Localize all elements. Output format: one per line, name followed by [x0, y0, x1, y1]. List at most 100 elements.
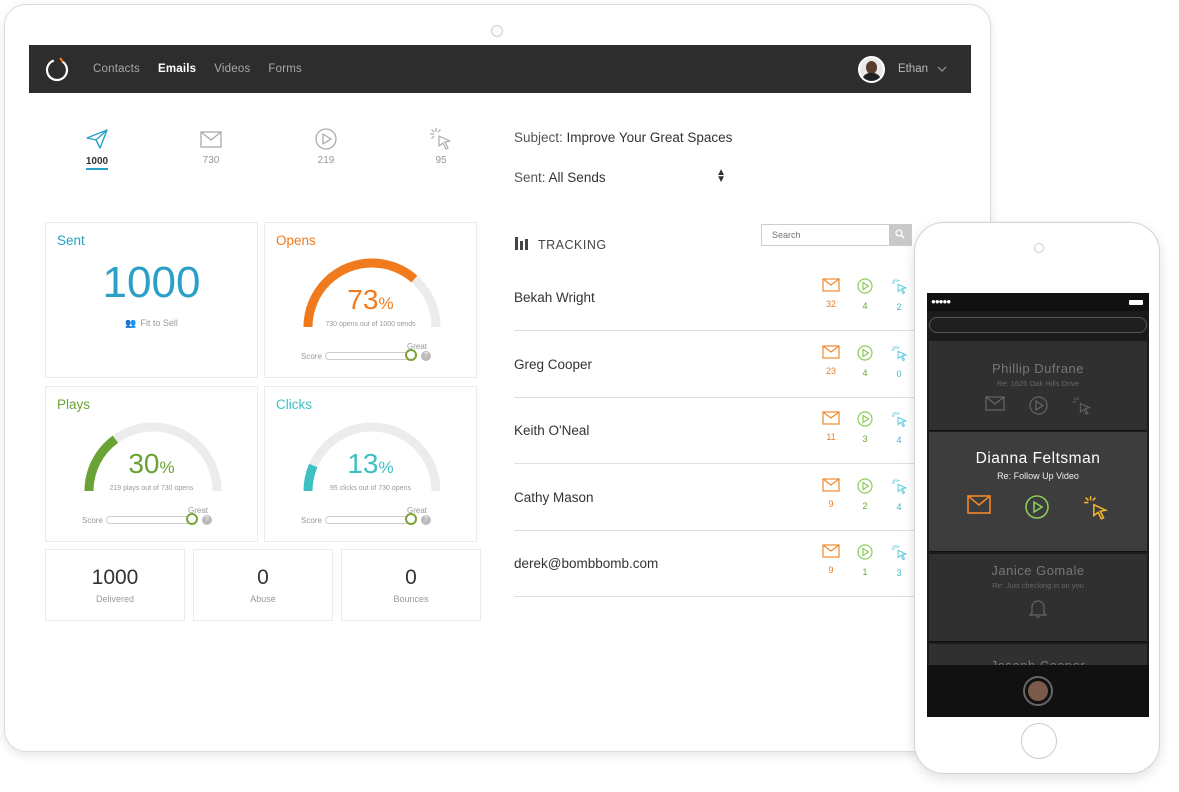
clicks-percent: 13% — [347, 448, 394, 479]
sent-label: Sent: — [514, 170, 546, 185]
bounces-card: 0 Bounces — [341, 549, 481, 621]
envelope-icon — [984, 396, 1005, 421]
tracking-clicks[interactable]: 4 — [888, 478, 910, 512]
help-icon[interactable]: ? — [420, 515, 431, 525]
phone-search-input[interactable] — [929, 317, 1147, 333]
tracking-row[interactable]: derek@bombbomb.com 9 1 3 — [514, 531, 916, 597]
user-menu[interactable]: Ethan — [857, 55, 947, 83]
tracking-emails[interactable]: 9 — [820, 544, 842, 575]
tracking-emails[interactable]: 11 — [820, 411, 842, 442]
plays-great: Great — [188, 506, 209, 515]
stat-tab-opens[interactable]: 730 — [181, 127, 241, 166]
tracking-plays[interactable]: 2 — [854, 477, 876, 511]
help-icon[interactable]: ? — [201, 515, 212, 525]
tracking-contact-name[interactable]: derek@bombbomb.com — [514, 556, 659, 571]
stat-tab-sent[interactable]: 1000 — [67, 127, 127, 170]
nav-emails[interactable]: Emails — [157, 63, 197, 75]
avatar[interactable] — [857, 55, 885, 83]
sent-card-value: 1000 — [102, 258, 201, 307]
abuse-label: Abuse — [250, 594, 276, 604]
abuse-card: 0 Abuse — [193, 549, 333, 621]
tracking-clicks[interactable]: 4 — [888, 411, 910, 445]
nav-contacts[interactable]: Contacts — [93, 63, 140, 75]
tracking-emails[interactable]: 32 — [820, 278, 842, 309]
chevron-down-icon[interactable] — [937, 64, 947, 74]
tracking-row[interactable]: Greg Cooper 23 4 0 — [514, 332, 916, 398]
bounces-label: Bounces — [393, 594, 429, 604]
tracking-contact-name[interactable]: Keith O'Neal — [514, 423, 590, 438]
play-icon[interactable] — [1025, 495, 1049, 526]
subject-value: Improve Your Great Spaces — [566, 130, 733, 145]
phone-item-subject: Re: Just checking in on you — [992, 581, 1084, 590]
send-icon — [67, 127, 127, 151]
delivered-value: 1000 — [91, 566, 139, 589]
play-count: 4 — [862, 367, 868, 378]
play-icon — [857, 411, 873, 431]
tablet-camera — [491, 25, 503, 37]
tracking-contact-name[interactable]: Cathy Mason — [514, 489, 594, 505]
click-icon — [891, 478, 908, 499]
help-icon[interactable]: ? — [420, 351, 431, 361]
top-navbar: Contacts Emails Videos Forms Ethan — [29, 45, 971, 93]
play-count: 2 — [862, 500, 868, 511]
envelope-icon[interactable] — [967, 495, 991, 526]
envelope-icon — [822, 477, 840, 496]
opens-card-title: Opens — [276, 233, 316, 248]
tracking-clicks[interactable]: 2 — [888, 278, 910, 312]
opens-gauge — [303, 258, 441, 328]
tracking-row[interactable]: Cathy Mason 9 2 4 — [514, 465, 916, 531]
stat-sent-value: 1000 — [85, 156, 109, 170]
click-icon[interactable] — [1083, 495, 1109, 526]
tracking-title: TRACKING — [538, 238, 607, 252]
clicks-sub: 95 clicks out of 730 opens — [330, 485, 411, 492]
envelope-icon — [822, 278, 840, 296]
tracking-plays[interactable]: 3 — [854, 411, 876, 444]
search-icon — [895, 226, 905, 244]
phone-item-icons — [929, 495, 1147, 526]
tracking-contact-name[interactable]: Bekah Wright — [514, 290, 595, 305]
click-icon — [1072, 396, 1092, 421]
tracking-contact-name[interactable]: Greg Cooper — [514, 356, 593, 372]
record-button[interactable] — [1023, 676, 1053, 706]
clicks-card: Clicks 13% 95 clicks out of 730 opens Gr… — [264, 386, 477, 542]
sent-value[interactable]: All Sends — [548, 170, 606, 185]
tracking-clicks[interactable]: 0 — [888, 345, 910, 379]
phone-list-item[interactable]: Janice Gomale Re: Just checking in on yo… — [929, 554, 1147, 642]
app-logo[interactable] — [43, 55, 71, 83]
tracking-row[interactable]: Bekah Wright 32 4 2 — [514, 265, 916, 331]
phone-home-button[interactable] — [1021, 723, 1057, 759]
phone-list-item[interactable]: Phillip Dufrane Re: 1626 Oak Hills Drive — [929, 341, 1147, 431]
tracking-plays[interactable]: 4 — [854, 278, 876, 311]
envelope-icon — [822, 411, 840, 429]
phone-status-bar: ●●●●● — [927, 293, 1149, 311]
tracking-clicks[interactable]: 3 — [888, 544, 910, 578]
phone-item-icons — [929, 598, 1147, 623]
tracking-emails[interactable]: 23 — [820, 344, 842, 376]
tracking-emails[interactable]: 9 — [820, 477, 842, 509]
tracking-plays[interactable]: 4 — [854, 344, 876, 378]
opens-card: Opens 73% 730 opens out of 1000 sends Gr… — [264, 222, 477, 378]
select-arrows-icon[interactable]: ▲ ▼ — [716, 167, 726, 185]
sent-filter-select[interactable]: Sent: All Sends ▲ ▼ — [514, 167, 726, 186]
abuse-value: 0 — [257, 566, 269, 589]
stat-tab-plays[interactable]: 219 — [296, 127, 356, 166]
plays-score: Score ? — [82, 513, 212, 525]
stat-tab-clicks[interactable]: 95 — [411, 127, 471, 166]
search-input[interactable] — [762, 225, 888, 245]
phone-item-icons — [929, 396, 1147, 421]
play-count: 4 — [862, 301, 868, 311]
search-button[interactable] — [889, 225, 911, 245]
play-count: 3 — [862, 434, 868, 444]
nav-videos[interactable]: Videos — [214, 63, 251, 75]
email-count: 11 — [826, 432, 836, 442]
email-count: 9 — [828, 498, 834, 509]
user-name[interactable]: Ethan — [897, 63, 928, 75]
tracking-row[interactable]: Keith O'Neal 11 3 4 — [514, 398, 916, 464]
email-count: 32 — [825, 299, 836, 309]
phone-list-item-selected[interactable]: Dianna Feltsman Re: Follow Up Video — [929, 432, 1147, 552]
tracking-plays[interactable]: 1 — [854, 544, 876, 577]
nav-forms[interactable]: Forms — [268, 63, 303, 75]
phone-bottom-bar — [927, 665, 1149, 717]
group-icon: 👥 — [125, 318, 137, 328]
opens-score-label: Score — [301, 351, 322, 361]
